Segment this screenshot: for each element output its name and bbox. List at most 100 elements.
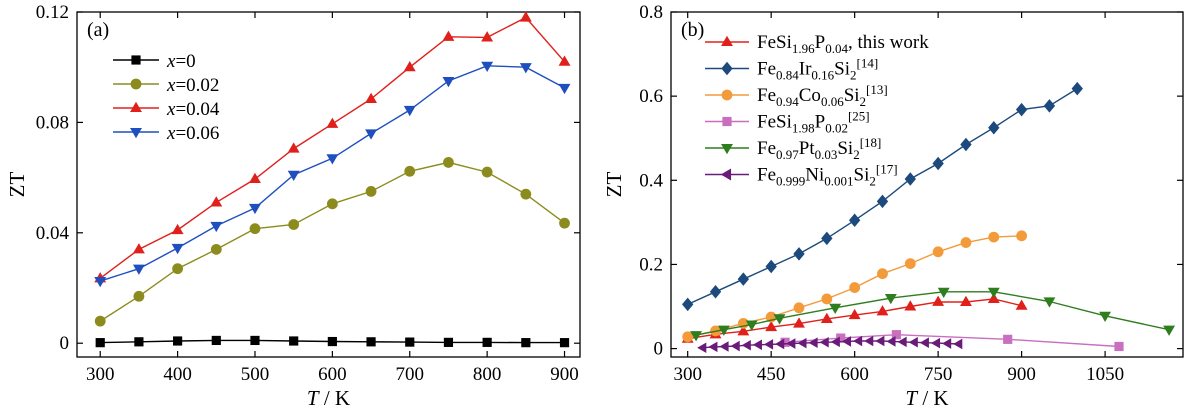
data-point [326,117,339,128]
y-tick-label: 0.8 [639,2,663,23]
data-point [132,243,145,254]
x-tick-label: 900 [1007,364,1036,385]
legend-item: x=0.02 [113,75,219,96]
data-point [558,83,571,95]
data-point [326,198,338,210]
data-point [171,243,184,255]
data-point [481,61,494,73]
y-tick-label: 0.04 [36,223,70,244]
data-point [877,268,888,280]
data-point [443,157,454,168]
x-axis-label: T / K [307,386,350,409]
data-point [987,287,1000,298]
data-point [366,337,376,347]
series-2 [94,11,571,283]
data-point [443,337,454,347]
data-point [932,246,944,258]
y-axis-label: ZT [602,172,626,198]
data-point [717,325,730,336]
data-point [405,337,415,347]
legend-label: x=0 [166,51,196,72]
data-point [365,92,378,103]
x-tick-label: 450 [757,364,786,385]
data-point [558,55,571,66]
data-point [821,231,833,246]
legend-item: FeSi1.96P0.04, this work [705,32,929,56]
data-point [697,342,707,354]
data-point [848,213,861,228]
data-point [765,259,777,274]
data-point [172,263,184,275]
data-point [1071,81,1083,96]
series-2 [682,230,1028,343]
x-tick-label: 800 [473,364,502,385]
legend-marker [130,127,142,139]
legend-item: x=0.04 [113,99,220,120]
data-point [249,172,261,184]
data-point [442,76,455,88]
data-point [94,315,106,327]
legend-marker [722,116,732,127]
data-point [171,223,184,235]
data-point [173,336,183,346]
data-point [481,31,494,42]
data-point [288,219,300,230]
x-tick-label: 750 [924,364,953,385]
legend-label: FeSi1.98P0.02[25] [757,109,870,136]
data-point [521,338,531,348]
legend-marker [721,35,733,47]
data-point [249,203,261,215]
data-point [1015,102,1028,117]
series-0 [681,292,1028,343]
data-point [1099,311,1112,322]
series-5 [697,335,963,354]
legend-marker [130,101,142,113]
data-point [908,336,918,348]
data-point [821,293,833,305]
data-point [519,63,532,74]
data-point [836,333,846,343]
data-point [1015,299,1028,310]
data-point [250,335,260,346]
data-point [919,337,929,348]
chart-panel-a: 300 400 500 600 700 800 900 0 0.04 0.08 0.12 T / K Z… [5,2,581,409]
data-point [960,237,972,248]
data-point [1043,297,1056,308]
data-point [94,277,107,288]
data-point [884,294,897,305]
data-point [876,305,889,316]
x-axis-label: T / K [905,386,948,409]
data-point [886,336,896,347]
data-point [1003,334,1013,344]
data-point [793,317,805,328]
data-point [988,231,1000,243]
series-1 [682,81,1083,312]
data-point [904,172,916,186]
data-point [520,188,532,200]
legend-label: x=0.06 [166,123,219,144]
x-tick-label: 300 [86,364,115,385]
legend-marker [130,78,142,90]
data-point [1016,230,1028,242]
series-3 [94,61,571,288]
legend-marker [720,168,732,181]
x-tick-label: 400 [163,364,192,385]
data-point [849,282,861,293]
data-point [780,337,790,347]
legend-marker [721,61,733,76]
legend-marker [131,55,141,65]
legend-label: Fe0.84Ir0.16Si2[14] [757,56,878,83]
x-tick-label: 600 [318,364,347,385]
data-point [960,137,972,152]
x-tick-label: 900 [550,364,579,385]
data-point [211,335,221,346]
data-point [745,320,758,331]
legend-item: x=0.06 [113,123,219,144]
legend-label: x=0.04 [166,99,220,120]
data-point [932,295,945,306]
legend-label: Fe0.97Pt0.03Si2[18] [757,135,881,162]
legend-label: Fe0.94Co0.06Si2[13] [757,82,888,109]
data-point [682,331,694,343]
legend-marker [721,143,733,155]
